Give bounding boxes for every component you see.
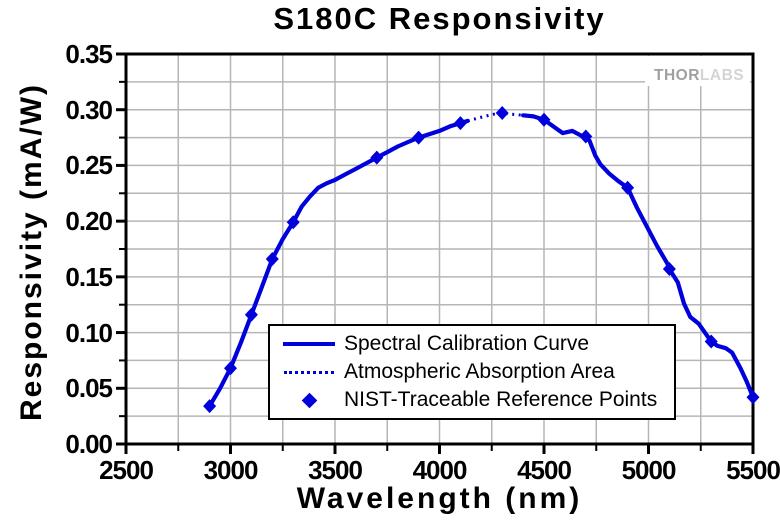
legend-label: NIST-Traceable Reference Points [344, 388, 658, 411]
y-tick-label: 0.00 [65, 429, 113, 459]
reference-point-diamond [704, 334, 718, 349]
reference-point-diamond [453, 116, 467, 131]
y-tick-label: 0.15 [65, 261, 113, 292]
reference-point-diamond [621, 180, 635, 195]
diamond-marker-icon [280, 392, 338, 408]
legend-label: Atmospheric Absorption Area [344, 360, 615, 383]
y-tick-label: 0.10 [65, 317, 113, 348]
y-tick-label: 0.25 [65, 150, 113, 181]
absorption-dotted-curve [467, 111, 524, 123]
y-tick-label: 0.30 [65, 94, 113, 125]
x-tick-label: 5000 [621, 455, 677, 485]
legend: Spectral Calibration Curve Atmospheric A… [268, 324, 676, 420]
legend-label: Spectral Calibration Curve [344, 332, 590, 355]
thorlabs-watermark: THORLABS [654, 67, 744, 84]
reference-point-diamond [579, 129, 593, 144]
legend-entry-calibration-curve: Spectral Calibration Curve [280, 331, 674, 357]
x-tick-label: 3000 [203, 455, 259, 485]
reference-point-diamond [537, 112, 551, 127]
reference-point-diamond [370, 150, 384, 165]
y-tick-label: 0.20 [65, 206, 113, 237]
watermark-backdrop [645, 56, 750, 86]
reference-point-diamond [265, 252, 279, 267]
chart-title: S180C Responsivity [273, 1, 606, 36]
reference-point-diamond [495, 106, 509, 121]
reference-point-diamond [412, 130, 426, 145]
x-tick-label: 5500 [726, 455, 780, 485]
x-axis-title: Wavelength (nm) [296, 482, 583, 515]
plot-border [124, 52, 755, 446]
reference-point-diamond [224, 361, 237, 376]
solid-line-swatch [280, 342, 338, 346]
calibration-curve [207, 118, 470, 409]
reference-point-diamond [662, 262, 676, 277]
legend-entry-reference-points: NIST-Traceable Reference Points [280, 387, 674, 413]
y-tick-label: 0.05 [65, 373, 113, 404]
calibration-curve [520, 113, 756, 400]
x-tick-label: 3500 [308, 455, 363, 485]
dotted-line-swatch [280, 370, 338, 374]
reference-point-diamond [746, 390, 760, 405]
reference-point-diamond [286, 215, 300, 230]
legend-entry-absorption-area: Atmospheric Absorption Area [280, 359, 674, 385]
reference-point-diamond [203, 399, 217, 414]
reference-point-diamond [244, 307, 258, 322]
y-tick-label: 0.35 [65, 39, 113, 69]
x-tick-label: 4500 [517, 455, 572, 485]
x-tick-label: 2500 [99, 455, 154, 485]
x-tick-label: 4000 [412, 455, 468, 485]
